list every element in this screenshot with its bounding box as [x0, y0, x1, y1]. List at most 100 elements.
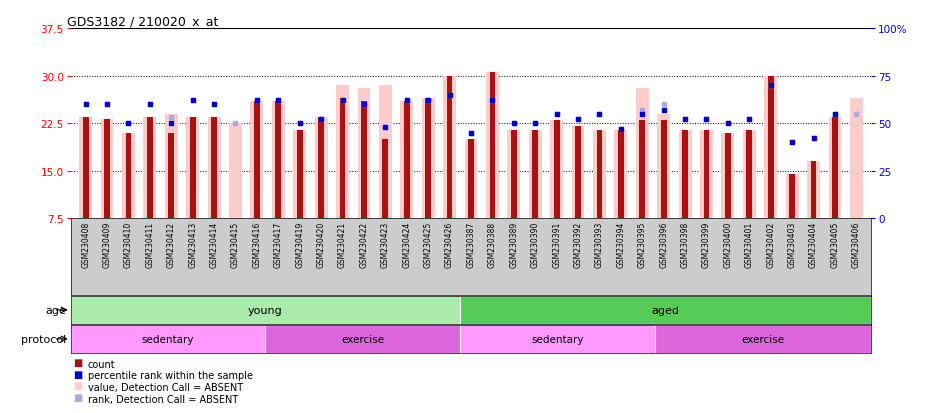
Text: GSM230422: GSM230422: [360, 221, 368, 267]
Text: GSM230404: GSM230404: [809, 221, 818, 268]
Text: ■: ■: [73, 380, 83, 390]
Text: GSM230405: GSM230405: [831, 221, 839, 268]
Bar: [636, 89, 649, 219]
Bar: [189, 118, 196, 219]
Bar: [125, 133, 131, 219]
Bar: [618, 130, 624, 219]
Bar: [400, 102, 414, 219]
Bar: [768, 76, 773, 219]
Text: GSM230408: GSM230408: [81, 221, 90, 267]
Bar: [422, 99, 434, 219]
Text: exercise: exercise: [341, 334, 384, 344]
Bar: [71, 296, 461, 324]
Text: GSM230389: GSM230389: [510, 221, 518, 267]
Bar: [640, 121, 645, 219]
Text: sedentary: sedentary: [531, 334, 584, 344]
Text: GSM230402: GSM230402: [766, 221, 775, 267]
Bar: [275, 102, 282, 219]
Text: GSM230409: GSM230409: [103, 221, 111, 268]
Bar: [678, 130, 691, 219]
Text: ■: ■: [73, 392, 83, 402]
Text: GSM230398: GSM230398: [680, 221, 690, 267]
Text: value, Detection Call = ABSENT: value, Detection Call = ABSENT: [88, 382, 243, 392]
Bar: [361, 102, 366, 219]
Bar: [764, 76, 777, 219]
Text: GSM230417: GSM230417: [274, 221, 283, 267]
Bar: [382, 140, 388, 219]
Text: GSM230388: GSM230388: [488, 221, 497, 267]
Text: GSM230419: GSM230419: [295, 221, 304, 267]
Bar: [207, 118, 220, 219]
Bar: [682, 130, 688, 219]
Bar: [746, 130, 753, 219]
Text: GSM230416: GSM230416: [252, 221, 262, 267]
Bar: [105, 119, 110, 219]
Bar: [786, 175, 799, 219]
Text: GSM230399: GSM230399: [702, 221, 711, 268]
Text: ■: ■: [73, 369, 83, 379]
Bar: [832, 118, 837, 219]
Bar: [272, 102, 284, 219]
Text: GSM230423: GSM230423: [381, 221, 390, 267]
Bar: [554, 121, 560, 219]
Bar: [71, 325, 266, 353]
Bar: [725, 133, 731, 219]
Bar: [486, 73, 499, 219]
Bar: [789, 175, 795, 219]
Bar: [511, 130, 517, 219]
Bar: [143, 118, 156, 219]
Text: count: count: [88, 359, 115, 369]
Bar: [254, 102, 260, 219]
Bar: [572, 127, 584, 219]
Bar: [807, 162, 820, 219]
Bar: [297, 130, 302, 219]
Bar: [461, 296, 871, 324]
Text: GSM230394: GSM230394: [616, 221, 625, 268]
Text: GSM230393: GSM230393: [595, 221, 604, 268]
Bar: [336, 86, 349, 219]
Bar: [576, 127, 581, 219]
Bar: [464, 140, 478, 219]
Text: sedentary: sedentary: [142, 334, 194, 344]
Text: GSM230413: GSM230413: [188, 221, 197, 267]
Bar: [550, 121, 563, 219]
Bar: [704, 130, 709, 219]
Bar: [700, 130, 713, 219]
Bar: [187, 118, 199, 219]
Text: GSM230415: GSM230415: [231, 221, 240, 267]
Text: GSM230426: GSM230426: [445, 221, 454, 267]
Bar: [101, 119, 113, 219]
Text: age: age: [45, 305, 66, 315]
Bar: [468, 140, 474, 219]
Text: exercise: exercise: [741, 334, 785, 344]
Text: GSM230403: GSM230403: [788, 221, 797, 268]
Text: GSM230406: GSM230406: [852, 221, 861, 268]
Bar: [490, 73, 495, 219]
Bar: [425, 99, 431, 219]
Text: rank, Detection Call = ABSENT: rank, Detection Call = ABSENT: [88, 394, 238, 404]
Text: GSM230411: GSM230411: [145, 221, 154, 267]
Text: GSM230400: GSM230400: [723, 221, 733, 268]
Text: GSM230395: GSM230395: [638, 221, 647, 268]
Text: GSM230401: GSM230401: [745, 221, 754, 267]
Bar: [79, 118, 92, 219]
Text: GDS3182 / 210020_x_at: GDS3182 / 210020_x_at: [67, 15, 218, 28]
Bar: [508, 130, 520, 219]
Text: GSM230396: GSM230396: [659, 221, 668, 268]
Text: GSM230424: GSM230424: [402, 221, 412, 267]
Bar: [169, 133, 174, 219]
Bar: [251, 102, 264, 219]
Bar: [658, 114, 670, 219]
Bar: [293, 130, 306, 219]
Bar: [829, 118, 841, 219]
Bar: [211, 118, 217, 219]
Text: GSM230392: GSM230392: [574, 221, 582, 267]
Bar: [532, 130, 538, 219]
Bar: [379, 86, 392, 219]
Bar: [447, 76, 452, 219]
Text: aged: aged: [652, 305, 680, 315]
Bar: [83, 118, 89, 219]
Bar: [614, 130, 627, 219]
Text: GSM230390: GSM230390: [530, 221, 540, 268]
Bar: [660, 121, 667, 219]
